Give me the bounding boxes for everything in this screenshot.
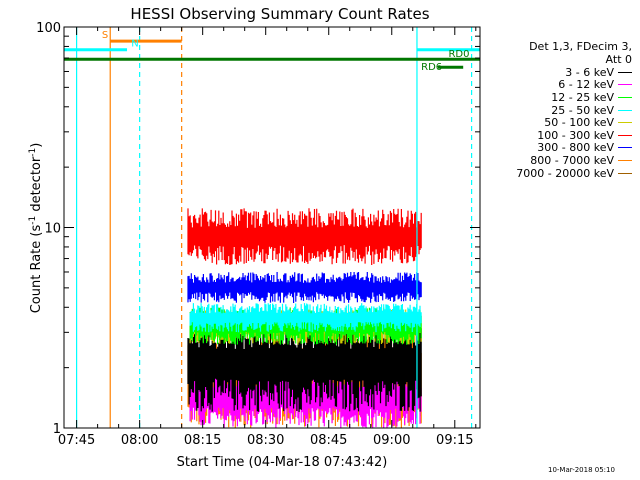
legend-label-8: 7000 - 20000 keV [516,166,614,180]
y-label-part2: detector [29,156,44,216]
legend-entry-8: 7000 - 20000 keV [486,167,632,180]
legend-entry-1: 6 - 12 keV [486,78,632,92]
timestamp: 10-Mar-2018 05:10 [548,466,615,474]
legend-swatch-1 [618,84,632,86]
y-tick-label-2: 100 [36,21,61,36]
legend-swatch-0 [618,71,632,73]
legend-swatch-2 [618,96,632,98]
series-trace-6 [187,272,422,303]
flag-label-0: S [102,30,108,41]
legend-swatch-8 [618,172,632,174]
flags-layer: S N RD0 RD6 [64,27,480,428]
chart-title: HESSI Observing Summary Count Rates [130,5,429,23]
y-label-part3: ) [29,143,44,148]
legend-entry-5: 100 - 300 keV [486,129,632,142]
legend-label-3: 25 - 50 keV [551,103,614,117]
flag-label-1: N [131,38,138,49]
x-tick-label-3: 08:30 [247,433,284,448]
x-tick-label-5: 09:00 [373,433,410,448]
series-trace-5 [187,208,422,265]
legend-entry-7: 800 - 7000 keV [486,154,632,167]
x-tick-label-0: 07:45 [58,433,95,448]
legend-entry-0: 3 - 6 keV [486,66,632,79]
legend-swatch-4 [618,122,632,124]
y-tick-label-1: 10 [44,222,61,237]
legend-entry-2: 12 - 25 keV [486,91,632,104]
flag-label-3: RD6 [421,62,442,73]
y-axis-label: Count Rate (s-1 detector-1) [28,143,44,314]
legend-swatch-7 [618,159,632,161]
x-tick-label-1: 08:00 [121,433,158,448]
legend-swatch-5 [618,134,632,136]
axes-layer: 07:45 08:00 08:15 08:30 08:45 09:00 09:15 1 10 10… [36,21,480,448]
y-label-sup1: -1 [28,216,38,225]
x-tick-label-2: 08:15 [184,433,221,448]
legend-header-line1: Det 1,3, FDecim 3, [529,40,632,53]
flag-label-2: RD0 [448,49,469,60]
legend-label-6: 300 - 800 keV [537,141,614,155]
legend-swatch-3 [618,109,632,111]
series-trace-0 [187,316,422,412]
legend-swatch-6 [618,147,632,149]
legend-header-line2: Att 0 [605,53,632,66]
legend-label-2: 12 - 25 keV [551,90,614,104]
series-trace-3 [189,303,422,333]
legend: Det 1,3, FDecim 3, Att 0 3 - 6 keV 6 - 12… [486,40,632,180]
y-label-part1: Count Rate (s [29,225,44,314]
x-tick-label-4: 08:45 [310,433,347,448]
legend-label-4: 50 - 100 keV [544,116,614,130]
x-axis-label: Start Time (04-Mar-18 07:43:42) [177,455,388,470]
legend-rows: 3 - 6 keV 6 - 12 keV 12 - 25 keV 25 - 50 ke… [486,66,632,180]
legend-label-1: 6 - 12 keV [558,78,614,92]
y-label-sup2: -1 [28,148,38,157]
legend-label-0: 3 - 6 keV [565,65,614,79]
legend-label-7: 800 - 7000 keV [530,153,614,167]
legend-label-5: 100 - 300 keV [537,128,614,142]
x-tick-label-6: 09:15 [436,433,473,448]
legend-entry-4: 50 - 100 keV [486,116,632,129]
y-tick-label-0: 1 [53,422,61,437]
legend-entry-6: 300 - 800 keV [486,141,632,155]
data-layer [187,208,422,428]
legend-entry-3: 25 - 50 keV [486,104,632,117]
